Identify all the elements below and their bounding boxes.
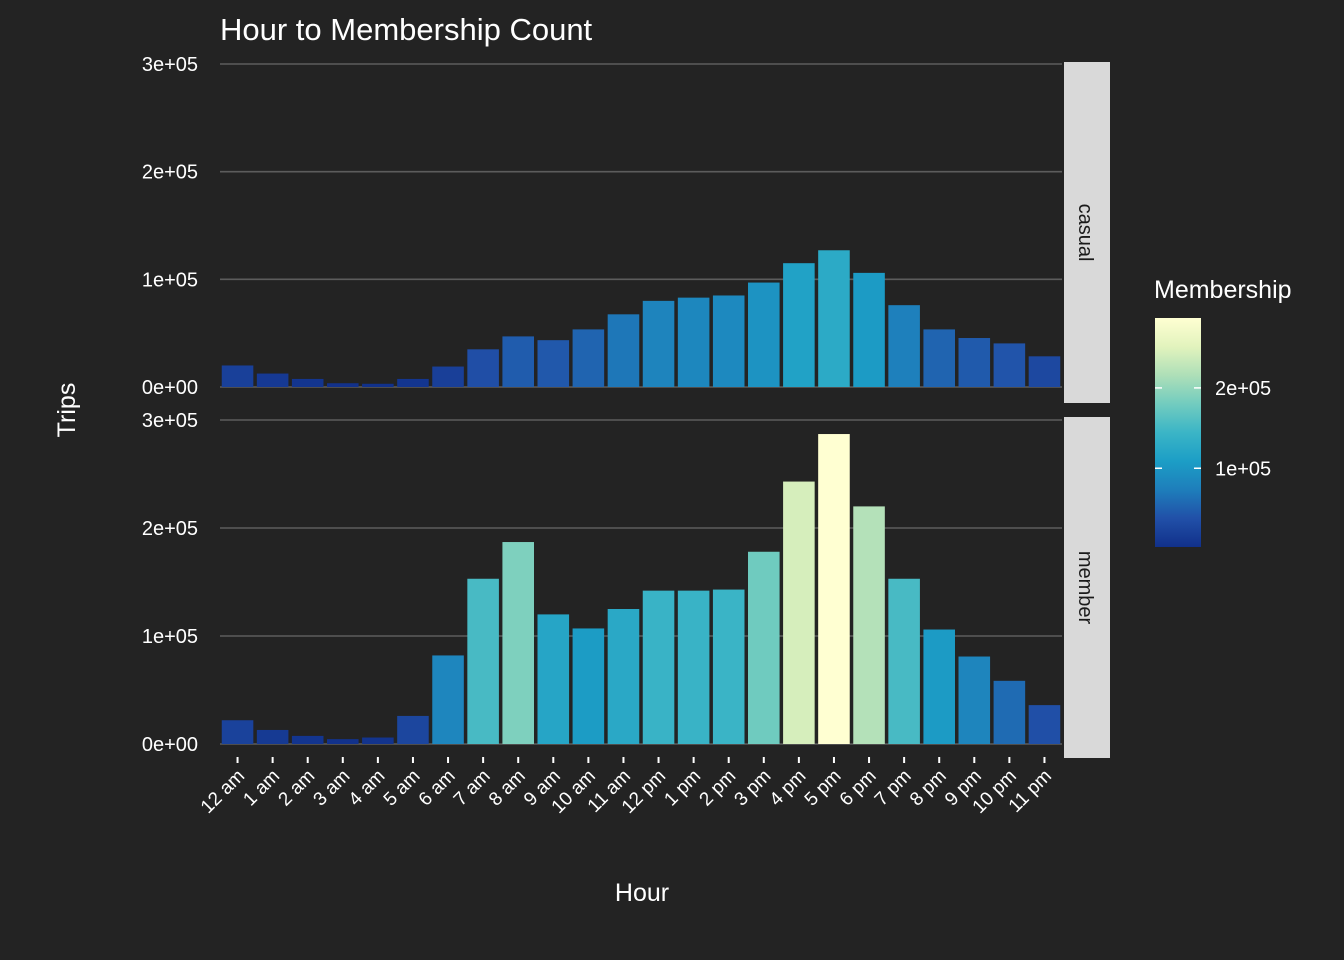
bar-casual-18 xyxy=(853,272,885,387)
panel-member: 0e+00 1e+05 2e+05 3e+05 member xyxy=(142,410,1110,758)
x-tick-label: 12 am xyxy=(197,766,249,818)
y-tick-label: 1e+05 xyxy=(142,269,198,291)
bar-casual-14 xyxy=(712,295,745,387)
x-tick-label: 8 pm xyxy=(906,766,951,811)
y-tick-label: 3e+05 xyxy=(142,410,198,432)
bar-member-18 xyxy=(853,506,885,744)
bar-casual-13 xyxy=(677,297,710,387)
bar-member-13 xyxy=(677,590,710,744)
bar-member-7 xyxy=(467,578,499,744)
bar-member-19 xyxy=(888,578,920,744)
bar-member-2 xyxy=(291,735,324,744)
bar-member-11 xyxy=(607,609,640,744)
x-tick-label: 4 am xyxy=(345,766,390,811)
y-tick-label: 2e+05 xyxy=(142,518,198,540)
bar-member-3 xyxy=(327,739,359,744)
chart-title: Hour to Membership Count xyxy=(220,12,593,47)
x-tick-label: 3 pm xyxy=(731,766,776,811)
bar-casual-16 xyxy=(783,263,815,387)
facet-label: casual xyxy=(1074,204,1096,262)
x-tick-label: 6 pm xyxy=(836,766,881,811)
bar-casual-8 xyxy=(502,336,534,387)
x-tick-label: 3 am xyxy=(310,766,355,811)
bar-member-20 xyxy=(923,629,955,744)
bar-member-12 xyxy=(642,590,675,744)
bar-casual-6 xyxy=(432,366,464,387)
bar-casual-21 xyxy=(958,338,991,387)
bar-member-1 xyxy=(256,729,289,744)
x-tick-label: 5 pm xyxy=(801,766,846,811)
bar-member-6 xyxy=(432,655,464,744)
facet-strip-member xyxy=(1064,417,1110,758)
bar-member-16 xyxy=(783,481,815,744)
x-axis: 12 am1 am2 am3 am4 am5 am6 am7 am8 am9 a… xyxy=(197,757,1056,818)
facet-panels: 0e+00 1e+05 2e+05 3e+05 casual 0e+00 1e+05 2e+0… xyxy=(142,54,1110,758)
y-tick-label: 0e+00 xyxy=(142,734,198,756)
bar-casual-17 xyxy=(818,250,850,387)
bar-casual-1 xyxy=(256,373,289,387)
x-tick-label: 1 pm xyxy=(660,766,705,811)
legend: Membership 1e+05 2e+05 xyxy=(1154,276,1292,547)
x-tick-label: 4 pm xyxy=(766,766,811,811)
bar-casual-9 xyxy=(537,340,570,387)
bar-member-21 xyxy=(958,656,991,744)
bar-member-0 xyxy=(221,720,254,744)
y-tick-label: 1e+05 xyxy=(142,626,198,648)
bar-member-4 xyxy=(362,737,394,744)
bar-member-14 xyxy=(712,589,745,744)
y-tick-label: 2e+05 xyxy=(142,162,198,184)
y-tick-label: 3e+05 xyxy=(142,54,198,76)
x-tick-label: 7 am xyxy=(450,766,495,811)
legend-tick-label: 1e+05 xyxy=(1215,458,1271,480)
bar-casual-4 xyxy=(362,383,394,387)
legend-tick-label: 2e+05 xyxy=(1215,378,1271,400)
x-tick-label: 5 am xyxy=(380,766,425,811)
bar-casual-7 xyxy=(467,349,499,387)
bar-member-10 xyxy=(572,628,605,744)
x-tick-label: 2 pm xyxy=(696,766,741,811)
bar-member-22 xyxy=(993,680,1026,744)
bar-casual-2 xyxy=(291,378,324,387)
bar-casual-15 xyxy=(748,282,780,387)
bar-casual-12 xyxy=(642,300,675,387)
x-tick-label: 2 am xyxy=(275,766,320,811)
y-tick-label: 0e+00 xyxy=(142,377,198,399)
bar-casual-3 xyxy=(327,383,359,387)
legend-colorbar xyxy=(1155,318,1201,547)
x-tick-label: 8 am xyxy=(485,766,530,811)
bar-casual-11 xyxy=(607,314,640,387)
bar-member-9 xyxy=(537,614,570,744)
legend-title: Membership xyxy=(1154,276,1292,304)
bar-member-17 xyxy=(818,434,850,744)
bar-casual-10 xyxy=(572,329,605,387)
bar-member-8 xyxy=(502,542,534,744)
x-tick-label: 1 am xyxy=(239,766,284,811)
x-axis-title: Hour xyxy=(615,879,669,907)
bar-casual-22 xyxy=(993,343,1026,387)
x-tick-label: 6 am xyxy=(415,766,460,811)
x-tick-label: 7 pm xyxy=(871,766,916,811)
bar-casual-23 xyxy=(1028,356,1061,387)
panel-casual: 0e+00 1e+05 2e+05 3e+05 casual xyxy=(142,54,1110,403)
bar-casual-19 xyxy=(888,305,920,387)
bar-casual-0 xyxy=(221,365,254,387)
bar-casual-20 xyxy=(923,329,955,387)
facet-label: member xyxy=(1074,551,1096,625)
bar-member-23 xyxy=(1028,705,1061,744)
y-axis-title: Trips xyxy=(53,383,81,438)
bar-casual-5 xyxy=(397,378,429,387)
bar-member-15 xyxy=(748,551,780,744)
bar-member-5 xyxy=(397,715,429,744)
facet-strip-casual xyxy=(1064,62,1110,403)
